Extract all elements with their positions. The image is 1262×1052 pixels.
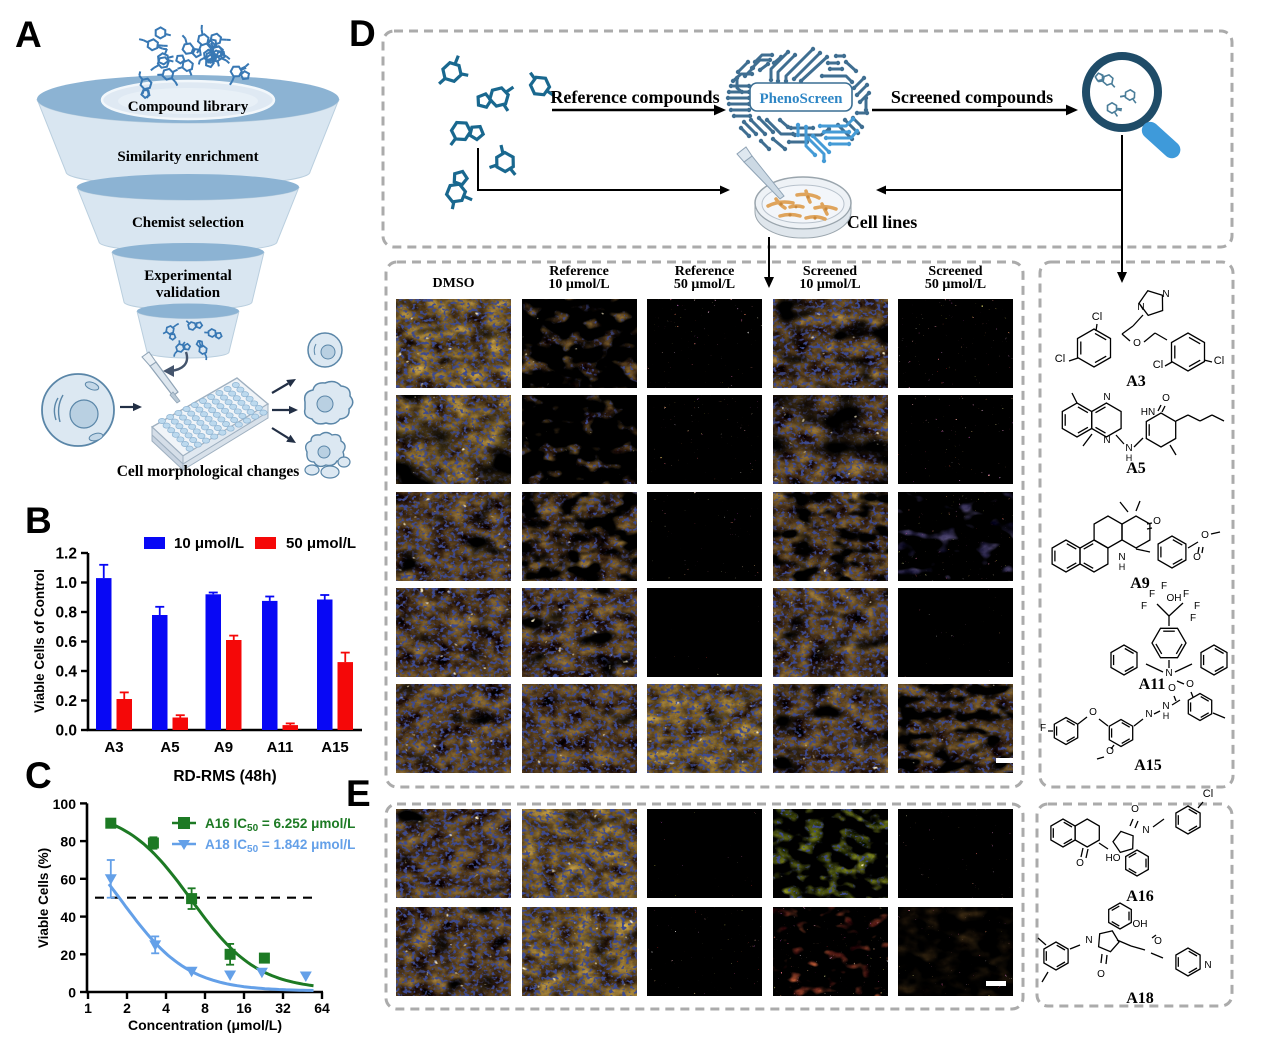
svg-text:0.4: 0.4 [55,664,77,681]
svg-text:N: N [1125,443,1132,454]
svg-text:O: O [1089,707,1097,718]
svg-text:O: O [1168,683,1176,694]
svg-text:F: F [1040,723,1046,734]
svg-text:A18 IC50 = 1.842 μmol/L: A18 IC50 = 1.842 μmol/L [205,837,355,855]
svg-text:A3: A3 [104,739,123,756]
svg-text:Screened compounds: Screened compounds [891,87,1053,107]
svg-text:8: 8 [201,1000,209,1016]
svg-text:10 μmol/L: 10 μmol/L [174,535,244,552]
svg-text:O: O [1162,393,1170,404]
svg-text:F: F [1194,601,1200,612]
svg-text:Reference compounds: Reference compounds [550,87,719,107]
svg-text:Similarity enrichment: Similarity enrichment [117,149,258,165]
svg-text:A9: A9 [214,739,233,756]
svg-text:16: 16 [236,1000,252,1016]
svg-text:A5: A5 [160,739,179,756]
svg-text:H: H [1126,453,1133,463]
svg-text:N: N [1162,289,1169,300]
svg-text:Viable Cells of Control: Viable Cells of Control [32,569,47,713]
svg-text:O: O [1106,746,1114,757]
svg-text:Viable Cells (%): Viable Cells (%) [36,848,51,948]
svg-text:1: 1 [84,1000,92,1016]
svg-text:32: 32 [275,1000,291,1016]
svg-text:0.6: 0.6 [55,634,77,651]
svg-text:F: F [1183,589,1189,600]
svg-text:0: 0 [68,985,76,1001]
svg-text:A5: A5 [1126,460,1146,477]
svg-text:N: N [1145,709,1152,720]
svg-text:20: 20 [60,947,76,963]
svg-text:2: 2 [123,1000,131,1016]
svg-text:H: H [1163,711,1170,721]
svg-text:HN: HN [1141,407,1155,418]
svg-text:A11: A11 [1139,676,1166,693]
svg-text:A15: A15 [1134,757,1162,774]
svg-text:Cell lines: Cell lines [847,212,918,232]
svg-text:O: O [1097,969,1105,980]
svg-text:A9: A9 [1130,575,1150,592]
svg-text:Concentration (μmol/L): Concentration (μmol/L) [128,1017,282,1033]
svg-text:PhenoScreen: PhenoScreen [759,91,843,107]
svg-text:Chemist selection: Chemist selection [132,215,245,231]
svg-text:O: O [1133,338,1141,349]
svg-text:O: O [1186,679,1194,690]
svg-text:validation: validation [156,285,221,301]
svg-text:A16: A16 [1126,888,1154,905]
svg-text:N: N [1137,302,1144,313]
svg-text:1.0: 1.0 [55,575,77,592]
svg-text:O: O [1131,804,1139,815]
svg-text:Cl: Cl [1153,359,1163,371]
svg-text:40: 40 [60,909,76,925]
svg-text:60: 60 [60,871,76,887]
svg-text:F: F [1161,581,1167,592]
svg-text:A11: A11 [267,739,294,756]
svg-text:F: F [1190,613,1196,624]
svg-text:OH: OH [1167,593,1182,604]
svg-text:N: N [1103,435,1110,446]
svg-text:80: 80 [60,834,76,850]
svg-text:F: F [1141,601,1147,612]
svg-text:HO: HO [1106,853,1121,864]
svg-text:Cell morphological changes: Cell morphological changes [117,463,300,480]
svg-text:A15: A15 [321,739,349,756]
svg-text:1.2: 1.2 [55,546,77,563]
svg-text:Cl: Cl [1214,355,1224,367]
svg-text:N: N [1204,960,1211,971]
svg-text:O: O [1154,936,1162,947]
svg-text:O: O [1076,858,1084,869]
svg-text:Cl: Cl [1055,353,1065,365]
svg-text:0.2: 0.2 [55,693,77,710]
svg-text:N: N [1142,825,1149,836]
svg-text:A18: A18 [1126,990,1154,1007]
svg-text:A3: A3 [1126,373,1146,390]
svg-text:A16 IC50 = 6.252 μmol/L: A16 IC50 = 6.252 μmol/L [205,816,355,834]
svg-text:50 μmol/L: 50 μmol/L [286,535,356,552]
svg-text:OH: OH [1133,919,1148,930]
svg-text:0.8: 0.8 [55,605,77,622]
svg-text:F: F [1149,589,1155,600]
svg-text:Cl: Cl [1092,311,1102,323]
svg-text:O: O [1201,530,1209,541]
svg-text:N: N [1103,392,1110,403]
svg-text:Compound library: Compound library [128,99,249,115]
svg-text:N: N [1118,552,1125,563]
svg-text:Cl: Cl [1203,788,1213,800]
svg-text:N: N [1162,701,1169,712]
svg-text:N: N [1085,935,1092,946]
svg-text:0.0: 0.0 [55,723,77,740]
svg-text:4: 4 [162,1000,170,1016]
svg-text:Experimental: Experimental [144,268,232,284]
svg-text:100: 100 [53,796,77,812]
svg-text:O: O [1153,516,1161,527]
svg-text:O: O [1193,552,1201,563]
svg-text:N: N [1165,668,1172,679]
svg-text:H: H [1119,562,1126,572]
svg-text:64: 64 [314,1000,330,1016]
svg-text:RD-RMS (48h): RD-RMS (48h) [173,768,276,785]
